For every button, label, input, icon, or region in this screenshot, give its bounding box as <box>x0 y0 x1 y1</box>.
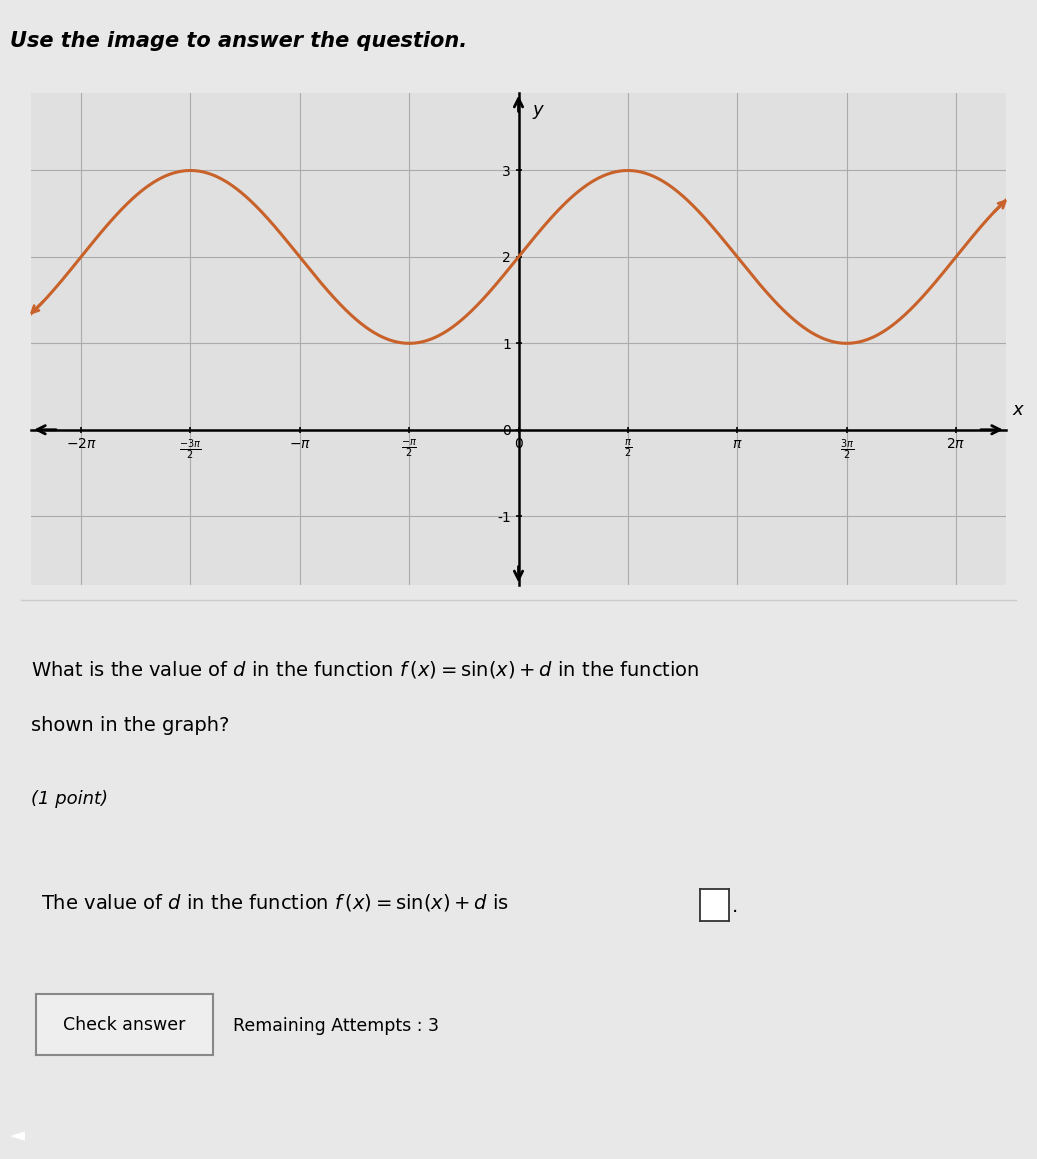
Text: Check answer: Check answer <box>63 1015 186 1034</box>
Text: What is the value of $d$ in the function $f\,(x) = \sin(x) + d$ in the function: What is the value of $d$ in the function… <box>31 659 700 680</box>
Text: x: x <box>1013 401 1024 420</box>
Text: Remaining Attempts : 3: Remaining Attempts : 3 <box>233 1016 440 1035</box>
Text: y: y <box>532 101 543 119</box>
Text: Use the image to answer the question.: Use the image to answer the question. <box>10 30 468 51</box>
Text: shown in the graph?: shown in the graph? <box>31 716 229 735</box>
Text: .: . <box>732 897 738 916</box>
Text: (1 point): (1 point) <box>31 790 108 808</box>
Text: ◄: ◄ <box>10 1127 25 1145</box>
Text: The value of $d$ in the function $f\,(x) = \sin(x) + d$ is: The value of $d$ in the function $f\,(x)… <box>41 892 509 913</box>
